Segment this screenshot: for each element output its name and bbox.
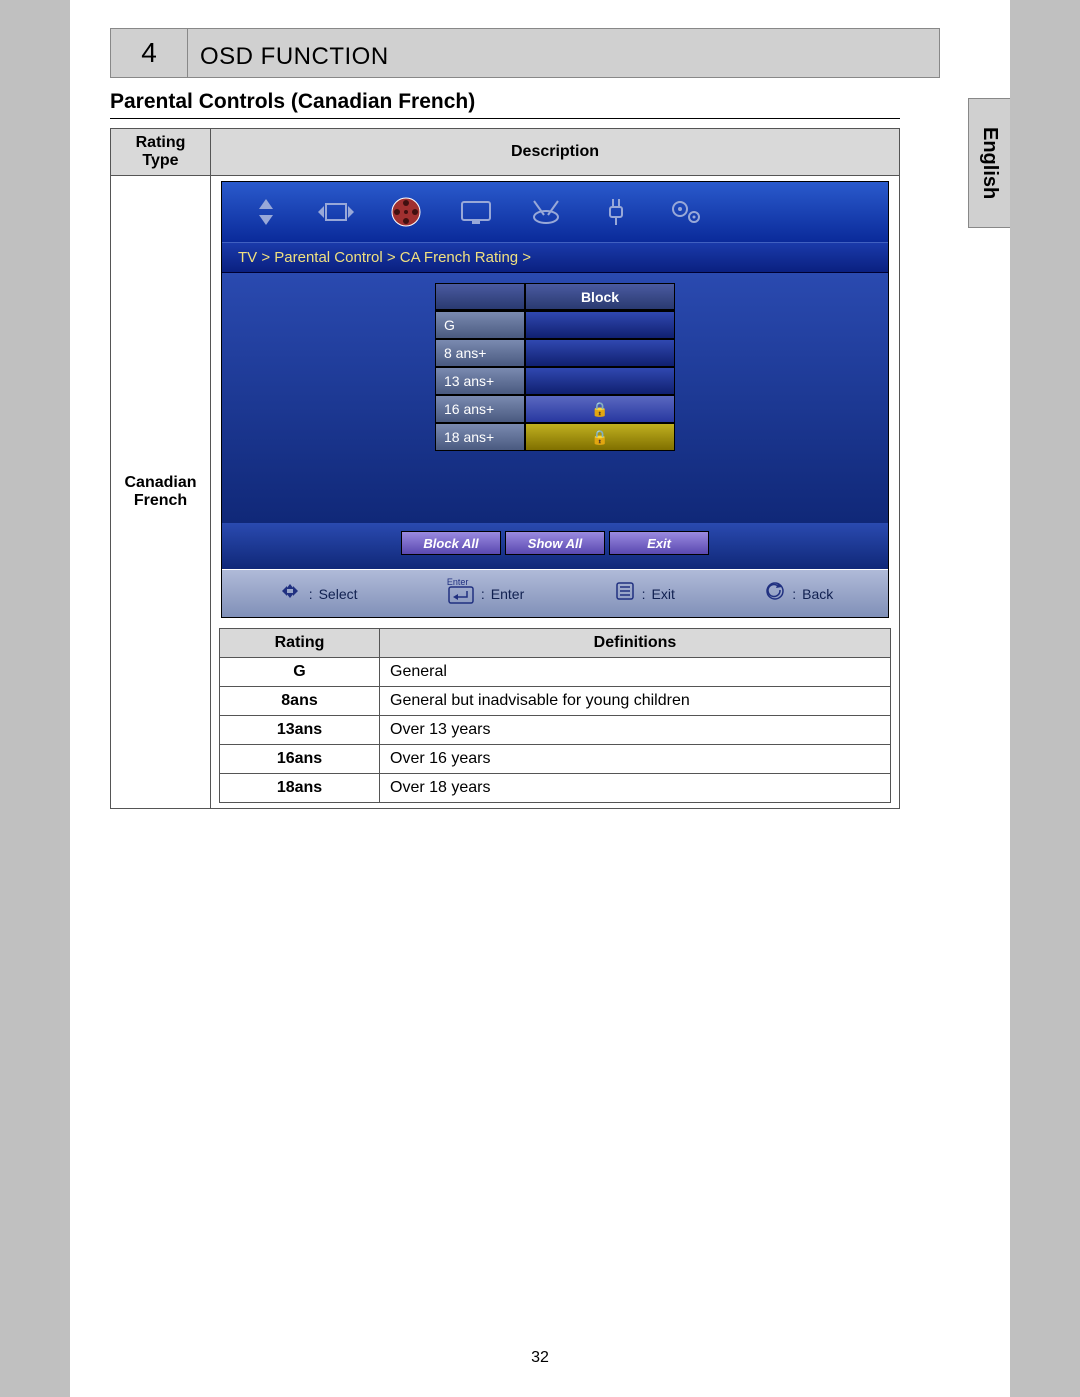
def-text: General but inadvisable for young childr… <box>380 687 891 716</box>
hint-select: : Select <box>277 581 358 606</box>
rating-block-toggle[interactable]: 🔒 <box>525 423 675 451</box>
def-rating: 13ans <box>220 716 380 745</box>
rating-label: G <box>435 311 525 339</box>
rating-block-toggle[interactable] <box>525 339 675 367</box>
audio-drums-icon[interactable] <box>522 192 570 232</box>
nav-up-down-icon[interactable] <box>242 192 290 232</box>
def-text: Over 16 years <box>380 745 891 774</box>
settings-gears-icon[interactable] <box>662 192 710 232</box>
def-text: General <box>380 658 891 687</box>
def-header-definitions: Definitions <box>380 629 891 658</box>
rating-type-value: Canadian French <box>111 176 211 809</box>
header-rating-type: Rating Type <box>111 129 211 176</box>
plug-icon[interactable] <box>592 192 640 232</box>
osd-topbar <box>222 182 888 242</box>
def-text: Over 18 years <box>380 774 891 803</box>
hint-label: Enter <box>491 586 524 602</box>
lock-icon: 🔒 <box>591 429 608 446</box>
description-cell: TV > Parental Control > CA French Rating… <box>211 176 900 809</box>
exit-list-icon <box>614 581 636 606</box>
hint-enter: Enter : Enter <box>447 578 524 610</box>
def-rating: 8ans <box>220 687 380 716</box>
rating-block-toggle[interactable]: 🔒 <box>525 395 675 423</box>
table-row: 8ans General but inadvisable for young c… <box>220 687 891 716</box>
chapter-title: OSD FUNCTION <box>188 28 940 78</box>
rating-label: 18 ans+ <box>435 423 525 451</box>
chapter-number: 4 <box>110 28 188 78</box>
display-icon[interactable] <box>452 192 500 232</box>
osd-actions: Block All Show All Exit <box>222 523 888 569</box>
show-all-button[interactable]: Show All <box>505 531 605 555</box>
page-number: 32 <box>70 1349 1010 1367</box>
osd-body: Block G 8 ans+ 13 ans+ 16 ans+ 🔒 18 ans+… <box>222 273 888 523</box>
chapter-bar: 4 OSD FUNCTION <box>110 28 940 78</box>
dpad-icon <box>277 581 303 606</box>
table-row: 18ans Over 18 years <box>220 774 891 803</box>
def-header-rating: Rating <box>220 629 380 658</box>
hint-back: : Back <box>764 580 833 607</box>
exit-button[interactable]: Exit <box>609 531 709 555</box>
hint-exit: : Exit <box>614 581 675 606</box>
osd-hintbar: : Select Enter : Enter <box>222 569 888 617</box>
definitions-table: Rating Definitions G General 8ans Genera… <box>219 628 891 803</box>
rating-label: 13 ans+ <box>435 367 525 395</box>
rating-header-block: Block <box>525 283 675 311</box>
def-rating: 16ans <box>220 745 380 774</box>
rating-label: 16 ans+ <box>435 395 525 423</box>
hint-label: Select <box>319 586 358 602</box>
osd-breadcrumb: TV > Parental Control > CA French Rating… <box>222 242 888 273</box>
section-title: Parental Controls (Canadian French) <box>110 90 475 114</box>
rating-block-toggle[interactable] <box>525 311 675 339</box>
def-rating: 18ans <box>220 774 380 803</box>
language-label: English <box>978 127 1001 199</box>
enter-key-icon: Enter <box>447 578 475 610</box>
back-circle-icon <box>764 580 786 607</box>
film-reel-icon[interactable] <box>382 192 430 232</box>
picture-mode-icon[interactable] <box>312 192 360 232</box>
page: 4 OSD FUNCTION Parental Controls (Canadi… <box>70 0 1010 1397</box>
rating-label: 8 ans+ <box>435 339 525 367</box>
header-description: Description <box>211 129 900 176</box>
rating-block-toggle[interactable] <box>525 367 675 395</box>
table-row: G General <box>220 658 891 687</box>
hint-label: Exit <box>652 586 675 602</box>
def-text: Over 13 years <box>380 716 891 745</box>
hint-label: Back <box>802 586 833 602</box>
osd-screenshot: TV > Parental Control > CA French Rating… <box>221 181 889 618</box>
language-tab: English <box>968 98 1010 228</box>
rating-header-empty <box>435 283 525 311</box>
block-all-button[interactable]: Block All <box>401 531 501 555</box>
table-row: 13ans Over 13 years <box>220 716 891 745</box>
table-row: 16ans Over 16 years <box>220 745 891 774</box>
ratings-table: Rating Type Description Canadian French <box>110 128 900 809</box>
def-rating: G <box>220 658 380 687</box>
section-rule <box>110 118 900 119</box>
rating-grid: Block G 8 ans+ 13 ans+ 16 ans+ 🔒 18 ans+… <box>435 283 675 451</box>
lock-icon: 🔒 <box>591 401 608 418</box>
